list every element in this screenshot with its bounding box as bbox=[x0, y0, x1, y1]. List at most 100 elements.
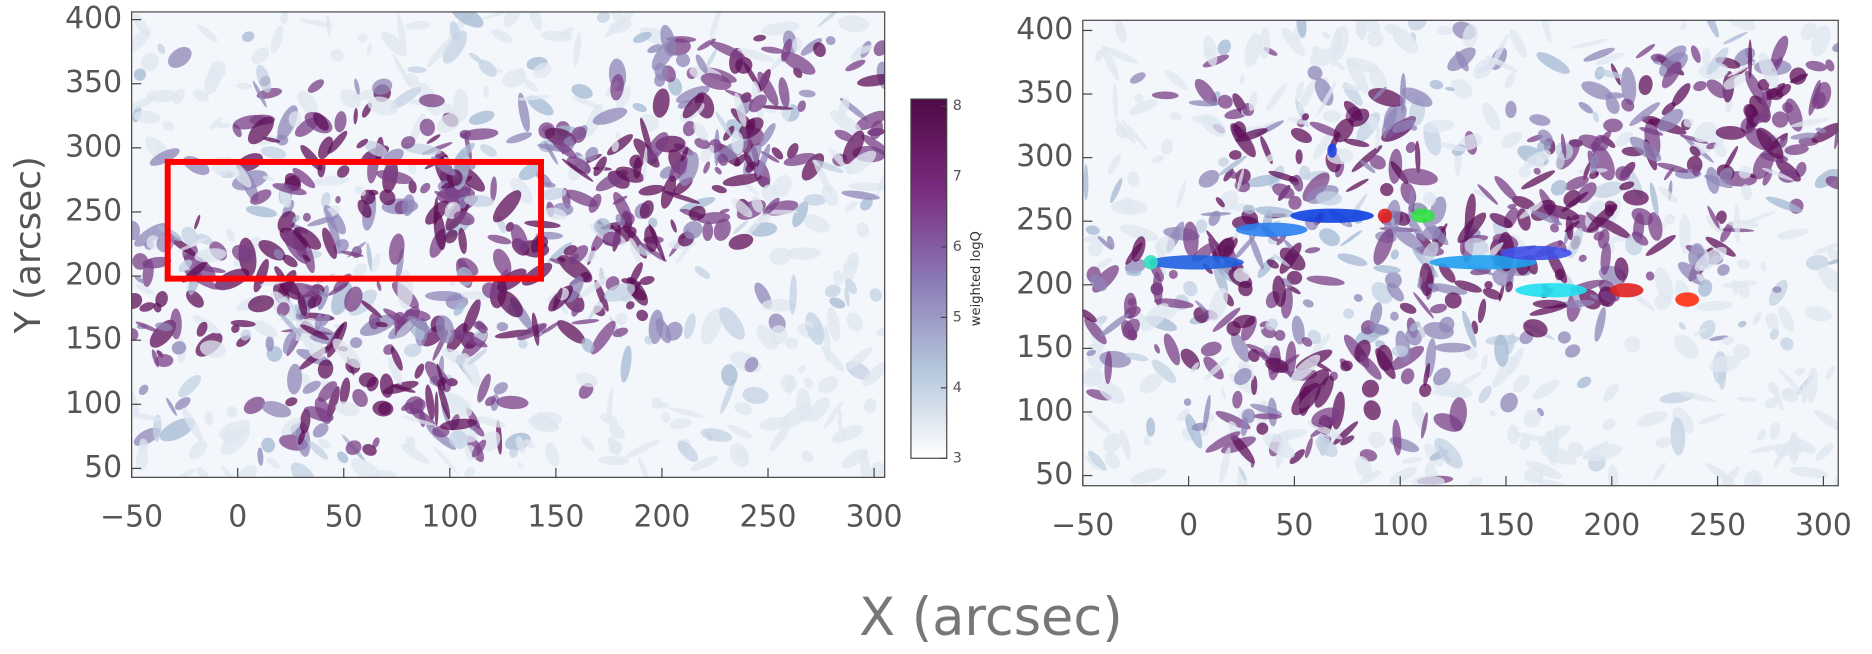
texture-blob bbox=[1176, 180, 1187, 209]
texture-blob bbox=[1694, 246, 1727, 272]
texture-blob bbox=[1615, 132, 1634, 147]
texture-blob bbox=[1706, 79, 1727, 99]
colorbar-tick-label: 6 bbox=[953, 239, 962, 255]
texture-blob bbox=[1550, 179, 1568, 196]
texture-blob bbox=[1229, 171, 1238, 179]
texture-blob bbox=[1302, 299, 1314, 308]
texture-blob bbox=[1114, 118, 1136, 144]
texture-blob bbox=[722, 173, 762, 187]
texture-blob bbox=[1722, 73, 1747, 90]
texture-blob bbox=[1360, 354, 1382, 380]
texture-blob bbox=[240, 329, 252, 341]
texture-blob bbox=[638, 184, 665, 196]
texture-blob bbox=[308, 441, 329, 460]
texture-blob bbox=[578, 276, 608, 299]
texture-blob bbox=[1375, 348, 1396, 380]
texture-blob bbox=[1340, 230, 1363, 247]
texture-blob bbox=[1233, 268, 1250, 283]
texture-blob bbox=[131, 220, 141, 241]
texture-blob bbox=[426, 37, 453, 68]
texture-blob bbox=[792, 201, 809, 228]
texture-blob bbox=[1555, 153, 1565, 169]
texture-blob bbox=[517, 461, 524, 469]
texture-blob bbox=[178, 374, 202, 398]
texture-blob bbox=[450, 329, 488, 348]
texture-blob bbox=[1743, 470, 1763, 486]
texture-blob bbox=[265, 335, 274, 352]
texture-blob bbox=[250, 189, 272, 205]
texture-blob bbox=[1121, 119, 1148, 150]
texture-blob bbox=[1582, 443, 1623, 462]
texture-blob bbox=[357, 33, 368, 43]
texture-blob bbox=[769, 424, 790, 452]
texture-blob bbox=[1340, 360, 1353, 372]
y-axis-label: Y (arcsec) bbox=[8, 156, 49, 334]
texture-blob bbox=[1529, 304, 1568, 316]
texture-blob bbox=[1577, 376, 1592, 389]
texture-blob bbox=[1301, 336, 1313, 347]
texture-blob bbox=[1567, 227, 1583, 259]
texture-blob bbox=[476, 320, 487, 334]
texture-blob bbox=[1218, 157, 1229, 167]
texture-blob bbox=[1673, 334, 1699, 359]
y-tick-label: 350 bbox=[1016, 76, 1073, 111]
texture-blob bbox=[549, 258, 565, 266]
texture-blob bbox=[401, 194, 415, 216]
colorbar-tick-label: 5 bbox=[953, 309, 962, 325]
texture-blob bbox=[1624, 336, 1641, 353]
texture-blob bbox=[826, 306, 841, 342]
texture-blob bbox=[302, 212, 311, 222]
texture-blob bbox=[1139, 373, 1163, 394]
texture-blob bbox=[477, 416, 506, 428]
texture-blob bbox=[1146, 417, 1156, 437]
texture-blob bbox=[733, 153, 747, 167]
overlay-spot bbox=[1290, 208, 1374, 223]
texture-blob bbox=[1241, 408, 1256, 424]
texture-blob bbox=[1679, 214, 1691, 254]
texture-blob bbox=[403, 343, 422, 358]
x-tick-label: 50 bbox=[325, 499, 363, 534]
texture-blob bbox=[1405, 141, 1417, 153]
texture-blob bbox=[251, 47, 270, 64]
texture-blob bbox=[1715, 210, 1727, 225]
texture-blob bbox=[354, 78, 360, 95]
texture-blob bbox=[1657, 108, 1684, 132]
texture-blob bbox=[1524, 466, 1544, 484]
texture-blob bbox=[484, 396, 496, 407]
texture-blob bbox=[1275, 430, 1289, 469]
texture-blob bbox=[134, 275, 145, 284]
texture-blob bbox=[1392, 119, 1415, 133]
texture-blob bbox=[705, 49, 717, 70]
texture-blob bbox=[1355, 20, 1367, 38]
texture-blob bbox=[813, 42, 826, 58]
texture-blob bbox=[376, 169, 414, 185]
texture-blob bbox=[1407, 20, 1427, 31]
texture-blob bbox=[571, 84, 593, 99]
texture-blob bbox=[319, 314, 330, 327]
texture-blob bbox=[1409, 321, 1421, 332]
texture-blob bbox=[548, 242, 573, 263]
texture-blob bbox=[585, 146, 599, 162]
texture-blob bbox=[358, 372, 377, 388]
texture-blob bbox=[1242, 204, 1256, 215]
texture-blob bbox=[1266, 259, 1279, 269]
texture-blob bbox=[756, 324, 778, 351]
texture-blob bbox=[1663, 167, 1675, 181]
texture-blob bbox=[1087, 241, 1104, 257]
texture-blob bbox=[1368, 431, 1386, 448]
texture-blob bbox=[1346, 57, 1369, 94]
texture-blob bbox=[647, 44, 663, 54]
texture-blob bbox=[378, 401, 392, 416]
texture-blob bbox=[273, 249, 284, 260]
texture-blob bbox=[390, 346, 403, 371]
texture-blob bbox=[1232, 314, 1256, 329]
texture-blob bbox=[480, 431, 501, 452]
texture-blob bbox=[1253, 413, 1282, 420]
texture-blob bbox=[1236, 168, 1245, 193]
texture-blob bbox=[288, 111, 302, 128]
texture-blob bbox=[502, 69, 527, 88]
texture-blob bbox=[1094, 257, 1113, 271]
texture-blob bbox=[1621, 98, 1635, 112]
texture-blob bbox=[518, 161, 545, 181]
texture-blob bbox=[837, 409, 843, 424]
